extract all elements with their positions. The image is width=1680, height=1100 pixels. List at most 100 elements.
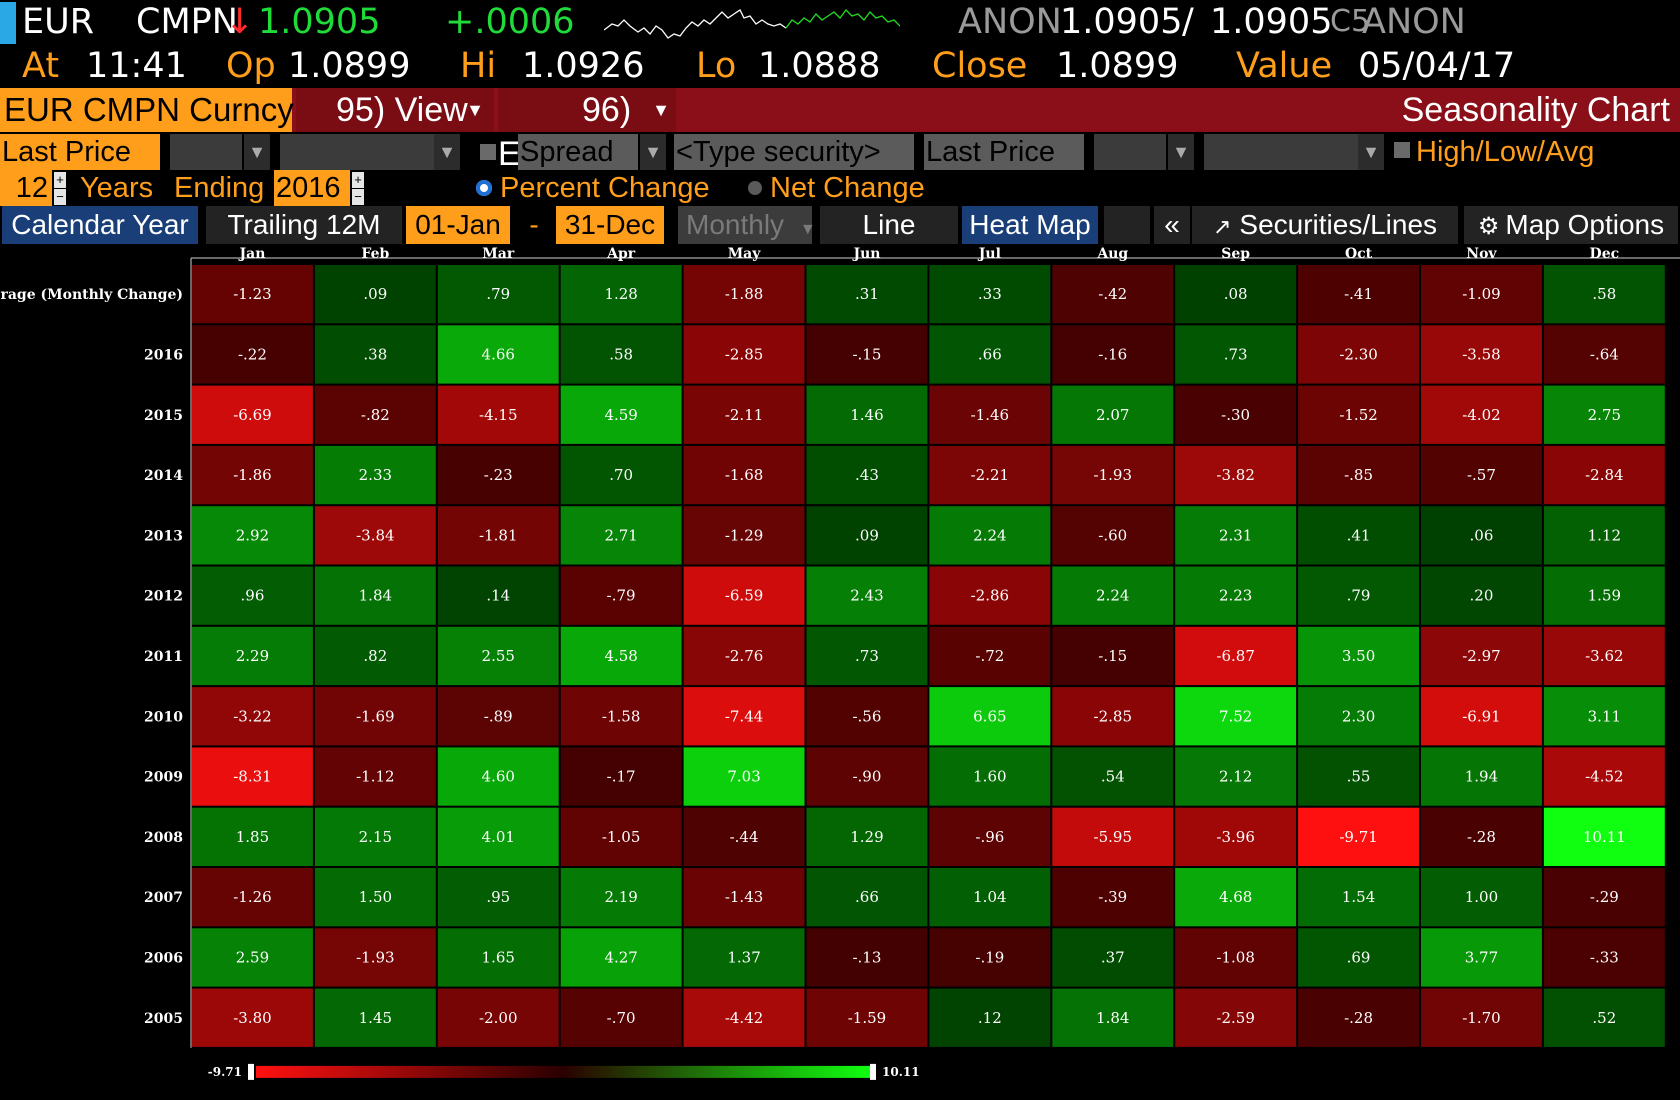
percent-change-radio[interactable] xyxy=(476,180,492,196)
security-field[interactable]: EUR CMPN Curncy xyxy=(0,88,294,132)
heat-cell xyxy=(806,928,928,987)
tab-calendar-year[interactable]: Calendar Year xyxy=(2,206,198,244)
heat-cell xyxy=(314,747,436,806)
securities-lines-label: Securities/Lines xyxy=(1239,209,1438,240)
cell-value: 2.23 xyxy=(1219,587,1252,605)
bid-price: 1.0905 xyxy=(1060,2,1183,42)
heat-cell xyxy=(929,928,1051,987)
heat-cell xyxy=(560,265,682,324)
cell-value: .37 xyxy=(1101,948,1125,966)
heat-cell xyxy=(1298,506,1419,565)
cell-value: .08 xyxy=(1224,285,1248,303)
net-change-label: Net Change xyxy=(770,172,925,204)
heat-cell xyxy=(437,445,559,505)
chevron-down-icon[interactable]: ▼ xyxy=(434,134,460,170)
right-field-input-2[interactable] xyxy=(1204,134,1358,170)
ask-source: ANON xyxy=(1362,2,1466,42)
gear-icon: ⚙ xyxy=(1477,213,1500,240)
start-date-input[interactable]: 01-Jan xyxy=(406,206,510,244)
cell-value: -1.29 xyxy=(725,526,763,544)
years-count-input[interactable]: 12 xyxy=(0,170,52,206)
heat-cell xyxy=(1052,747,1174,806)
cell-value: .33 xyxy=(978,285,1002,303)
cell-value: -1.69 xyxy=(356,707,394,725)
chevron-down-icon[interactable]: ▼ xyxy=(1168,134,1194,170)
column-header: Jun xyxy=(851,246,880,262)
edit-menu[interactable]: 96) Edit ▼ xyxy=(498,88,676,173)
right-field-label[interactable]: Last Price xyxy=(924,134,1084,170)
cell-value: .69 xyxy=(1347,948,1371,966)
left-field-input[interactable] xyxy=(170,134,242,170)
heat-cell xyxy=(683,807,805,866)
cell-value: -.85 xyxy=(1344,466,1373,484)
cell-value: -1.59 xyxy=(848,1009,886,1027)
heat-cell xyxy=(1298,445,1419,505)
change-value: +.0006 xyxy=(445,2,575,42)
heat-cell xyxy=(806,566,928,625)
increment-icon[interactable]: + xyxy=(54,172,66,188)
cell-value: -.15 xyxy=(1098,647,1127,665)
cell-value: -.57 xyxy=(1467,466,1496,484)
heat-cell xyxy=(683,566,805,625)
cell-value: 2.29 xyxy=(236,647,269,665)
spread-checkbox[interactable] xyxy=(480,144,496,160)
ending-year-input[interactable]: 2016 xyxy=(274,170,350,206)
view-menu[interactable]: 95) View ▼ xyxy=(296,88,494,132)
cell-value: 4.01 xyxy=(482,828,515,846)
map-options-button[interactable]: ⚙ Map Options xyxy=(1464,206,1678,244)
heat-cell xyxy=(806,445,928,505)
heat-cell xyxy=(437,807,559,866)
collapse-button[interactable]: « xyxy=(1154,206,1190,244)
heat-cell xyxy=(1052,325,1174,384)
period-dropdown[interactable]: Monthly ▼ xyxy=(678,206,816,244)
tab-line[interactable]: Line xyxy=(820,206,958,244)
type-security-field[interactable]: <Type security> xyxy=(674,134,914,170)
heat-cell xyxy=(192,385,313,444)
heat-cell xyxy=(314,626,436,686)
right-field-input[interactable] xyxy=(1094,134,1166,170)
cell-value: -.28 xyxy=(1344,1009,1373,1027)
cell-value: 2.33 xyxy=(359,466,392,484)
end-date-input[interactable]: 31-Dec xyxy=(556,206,664,244)
chevron-down-icon: ▼ xyxy=(652,100,670,120)
increment-icon[interactable]: + xyxy=(352,172,364,188)
scale-max-handle xyxy=(870,1063,876,1080)
at-value: 11:41 xyxy=(86,46,187,86)
heat-cell xyxy=(1052,868,1174,927)
spread-field[interactable]: Spread xyxy=(518,134,638,170)
cell-value: 3.77 xyxy=(1465,948,1498,966)
heat-cell xyxy=(806,988,928,1047)
high-label: Hi xyxy=(460,46,497,86)
decrement-icon[interactable]: − xyxy=(54,189,66,205)
heat-cell xyxy=(929,988,1051,1047)
cell-value: -3.62 xyxy=(1585,647,1623,665)
heat-cell xyxy=(1421,928,1542,987)
heat-cell xyxy=(683,325,805,384)
tab-trailing-12m[interactable]: Trailing 12M xyxy=(206,206,402,244)
left-field-label[interactable]: Last Price xyxy=(0,134,160,170)
heat-cell xyxy=(1543,385,1665,444)
at-label: At xyxy=(22,46,60,86)
securities-lines-button[interactable]: ↗ Securities/Lines xyxy=(1192,206,1458,244)
chevron-down-icon[interactable]: ▼ xyxy=(1358,134,1384,170)
chevron-down-icon[interactable]: ▼ xyxy=(640,134,666,170)
cell-value: -6.87 xyxy=(1216,647,1254,665)
tab-heat-map[interactable]: Heat Map xyxy=(962,206,1098,244)
cell-value: -3.96 xyxy=(1216,828,1254,846)
chevron-down-icon[interactable]: ▼ xyxy=(244,134,270,170)
value-date-label: Value xyxy=(1236,46,1333,86)
heat-cell xyxy=(929,807,1051,866)
decrement-icon[interactable]: − xyxy=(352,189,364,205)
heat-cell xyxy=(560,445,682,505)
ending-label: Ending xyxy=(174,172,265,204)
cell-value: -1.86 xyxy=(233,466,271,484)
left-field-input-2[interactable] xyxy=(280,134,446,170)
cell-value: -.39 xyxy=(1098,888,1127,906)
cell-value: -.28 xyxy=(1467,828,1496,846)
row-label: 2006 xyxy=(144,950,183,966)
net-change-radio[interactable] xyxy=(748,181,762,195)
cell-value: -.17 xyxy=(607,768,636,786)
high-low-avg-checkbox[interactable] xyxy=(1394,142,1410,158)
cell-value: 2.71 xyxy=(604,526,637,544)
heat-cell xyxy=(437,506,559,565)
